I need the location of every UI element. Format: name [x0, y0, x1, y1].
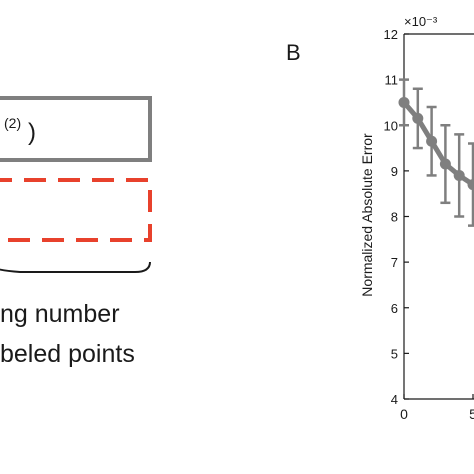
y-tick-label: 11 [385, 73, 399, 88]
y-tick-label: 8 [391, 210, 398, 225]
data-point [426, 135, 438, 147]
solid-box [0, 96, 152, 162]
y-tick-label: 10 [384, 118, 398, 133]
y-tick-label: 4 [391, 392, 398, 407]
dashed-box [0, 178, 152, 242]
x-tick-label: 0 [400, 406, 408, 422]
data-point [398, 96, 410, 108]
y-axis-label: Normalized Absolute Error [359, 133, 375, 297]
y-tick-label: 5 [391, 346, 398, 361]
data-point [412, 112, 424, 124]
panel-a-schematic: (2) ) ng number beled points [0, 96, 152, 368]
brace [0, 261, 151, 273]
y-exponent-label: ×10⁻³ [404, 14, 438, 29]
data-point [467, 179, 474, 191]
y-tick-label: 12 [384, 27, 398, 42]
solid-box-superscript: (2) [4, 115, 21, 131]
y-tick-label: 7 [391, 255, 398, 270]
solid-box-paren: ) [28, 119, 36, 146]
panel-b-chart: B ×10⁻³ Normalized Absolute Error 4 5 6 7 8 9… [286, 14, 474, 422]
caption-line-1: ng number [0, 300, 120, 328]
data-point [439, 158, 451, 170]
x-tick-label: 5 [469, 406, 474, 422]
caption-line-2: beled points [0, 340, 135, 368]
y-tick-label: 6 [391, 301, 398, 316]
panel-label: B [286, 40, 301, 65]
data-point [453, 169, 465, 181]
y-tick-label: 9 [391, 164, 398, 179]
